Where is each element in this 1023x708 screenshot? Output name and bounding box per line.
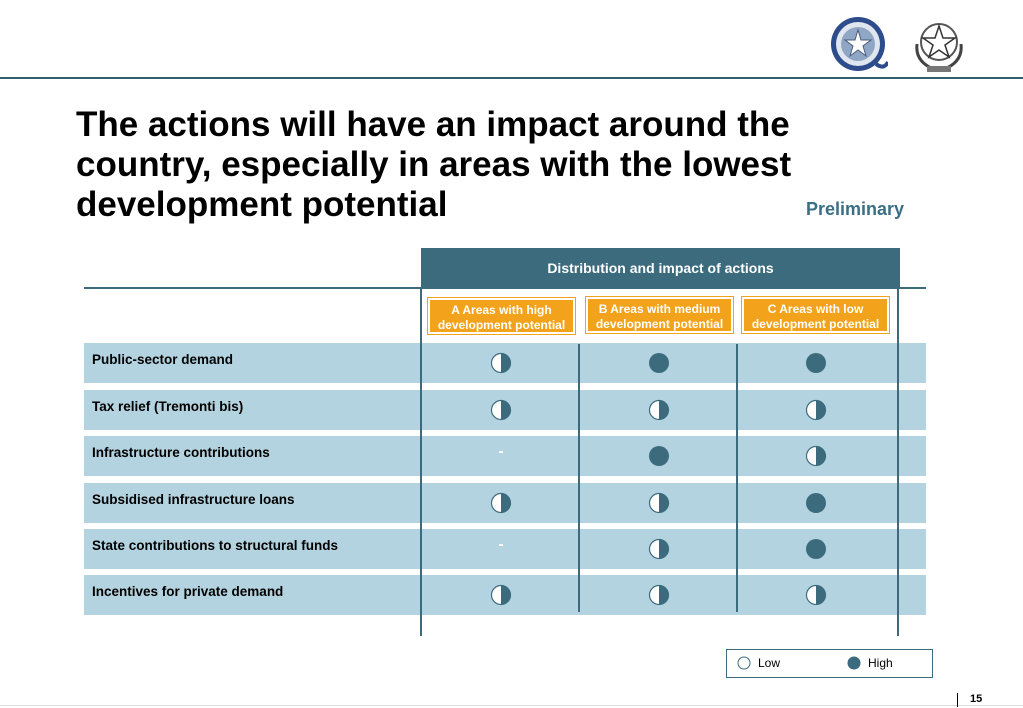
- table-row: State contributions to structural funds -: [84, 529, 926, 569]
- slide-title: The actions will have an impact around t…: [76, 105, 792, 224]
- column-separator: [736, 344, 738, 612]
- row-label: Infrastructure contributions: [92, 445, 270, 460]
- full-circle-icon: [847, 656, 861, 670]
- legend-high: High: [847, 656, 893, 670]
- legend-low-label: Low: [758, 656, 781, 670]
- row-label: Tax relief (Tremonti bis): [92, 399, 244, 414]
- half-circle-icon: [648, 584, 670, 606]
- full-circle-icon: [805, 538, 827, 560]
- full-circle-icon: [805, 492, 827, 514]
- legend-high-label: High: [868, 656, 893, 670]
- legend: Low High: [726, 649, 933, 678]
- table-row: Tax relief (Tremonti bis): [84, 390, 926, 430]
- full-circle-icon: [805, 352, 827, 374]
- half-circle-icon: [490, 492, 512, 514]
- distribution-header: Distribution and impact of actions: [421, 248, 900, 288]
- cell-a-dash: -: [490, 443, 512, 467]
- header-divider: [0, 77, 1023, 79]
- preliminary-label: Preliminary: [806, 199, 905, 219]
- full-circle-icon: [648, 445, 670, 467]
- footer-rule: [0, 705, 1023, 706]
- empty-circle-icon: [737, 656, 751, 670]
- row-label: Incentives for private demand: [92, 584, 284, 599]
- page-number: 15: [970, 693, 983, 705]
- row-label: State contributions to structural funds: [92, 538, 339, 553]
- half-circle-icon: [490, 399, 512, 421]
- table-right-border: [897, 288, 899, 636]
- legend-low: Low: [737, 656, 780, 670]
- full-circle-icon: [648, 352, 670, 374]
- column-header-b: B Areas with medium development potentia…: [585, 296, 734, 334]
- table-left-border: [420, 288, 422, 636]
- table-row: Incentives for private demand: [84, 575, 926, 615]
- half-circle-icon: [490, 352, 512, 374]
- row-label: Public-sector demand: [92, 352, 234, 367]
- dash-text: -: [498, 536, 504, 553]
- dash-text: -: [498, 443, 504, 460]
- column-header-c: C Areas with low development potential: [741, 296, 890, 334]
- table-top-rule: [84, 287, 926, 289]
- half-circle-icon: [490, 584, 512, 606]
- page-separator: [957, 693, 958, 707]
- half-circle-icon: [648, 492, 670, 514]
- half-circle-icon: [805, 584, 827, 606]
- half-circle-icon: [805, 445, 827, 467]
- half-circle-icon: [648, 399, 670, 421]
- column-separator: [578, 344, 580, 612]
- table-row: Public-sector demand: [84, 343, 926, 383]
- table-row: Subsidised infrastructure loans: [84, 483, 926, 523]
- half-circle-icon: [805, 399, 827, 421]
- cell-a-dash: -: [490, 536, 512, 560]
- table-row: Infrastructure contributions -: [84, 436, 926, 476]
- row-label: Subsidised infrastructure loans: [92, 492, 295, 507]
- half-circle-icon: [648, 538, 670, 560]
- italian-republic-emblem: [911, 14, 967, 79]
- emblem-ring-logo: [828, 14, 890, 79]
- column-header-a: A Areas with high development potential: [427, 297, 576, 335]
